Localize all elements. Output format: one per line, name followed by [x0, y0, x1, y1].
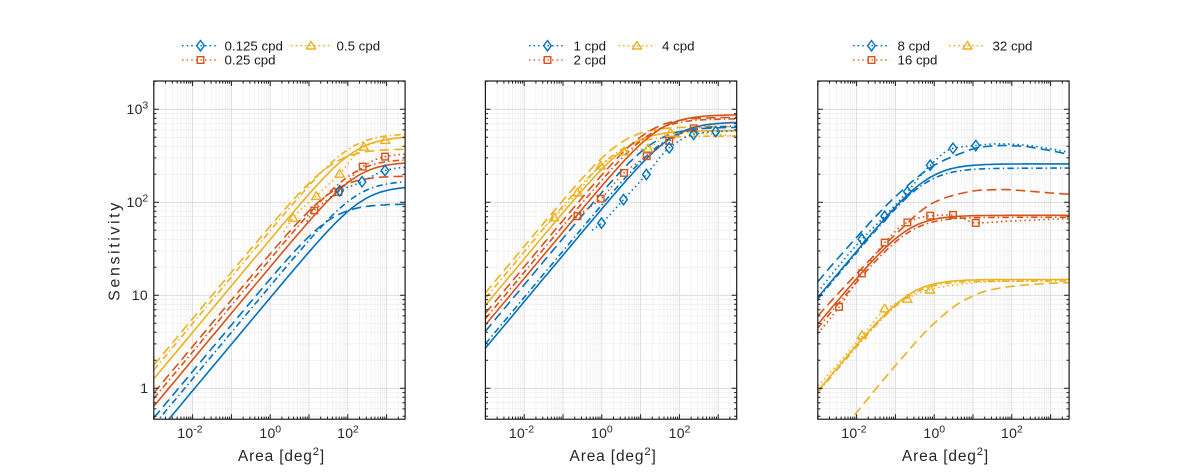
svg-text:32 cpd: 32 cpd [993, 38, 1033, 53]
svg-text:4 cpd: 4 cpd [662, 38, 695, 53]
svg-text:2: 2 [685, 424, 691, 436]
svg-text:10: 10 [337, 425, 353, 441]
svg-text:2 cpd: 2 cpd [574, 53, 607, 68]
svg-text:10: 10 [1001, 425, 1017, 441]
svg-text:-2: -2 [193, 424, 202, 436]
svg-text:3: 3 [142, 99, 148, 111]
svg-text:8 cpd: 8 cpd [898, 38, 931, 53]
svg-text:10: 10 [923, 425, 939, 441]
svg-text:0: 0 [939, 424, 945, 436]
svg-text:10: 10 [259, 425, 275, 441]
svg-text:0: 0 [607, 424, 613, 436]
svg-text:-2: -2 [525, 424, 534, 436]
svg-text:2: 2 [353, 424, 359, 436]
svg-text:1: 1 [140, 380, 148, 396]
svg-text:0.25 cpd: 0.25 cpd [225, 53, 276, 68]
svg-text:10: 10 [127, 194, 143, 210]
svg-text:0: 0 [275, 424, 281, 436]
svg-text:2: 2 [1017, 424, 1023, 436]
svg-text:1 cpd: 1 cpd [574, 38, 607, 53]
svg-text:10: 10 [591, 425, 607, 441]
svg-text:10: 10 [127, 101, 143, 117]
svg-text:10: 10 [509, 425, 525, 441]
svg-text:10: 10 [132, 287, 148, 303]
svg-text:-2: -2 [857, 424, 866, 436]
svg-text:0.125 cpd: 0.125 cpd [225, 38, 283, 53]
svg-text:16 cpd: 16 cpd [898, 53, 938, 68]
svg-text:Area [deg2]: Area [deg2] [902, 446, 989, 465]
svg-text:0.5 cpd: 0.5 cpd [337, 38, 381, 53]
svg-text:10: 10 [841, 425, 857, 441]
svg-text:10: 10 [669, 425, 685, 441]
svg-text:Sensitivity: Sensitivity [107, 200, 124, 301]
svg-text:10: 10 [177, 425, 193, 441]
svg-text:Area [deg2]: Area [deg2] [238, 446, 325, 465]
svg-text:2: 2 [142, 192, 148, 204]
svg-text:Area [deg2]: Area [deg2] [570, 446, 657, 465]
